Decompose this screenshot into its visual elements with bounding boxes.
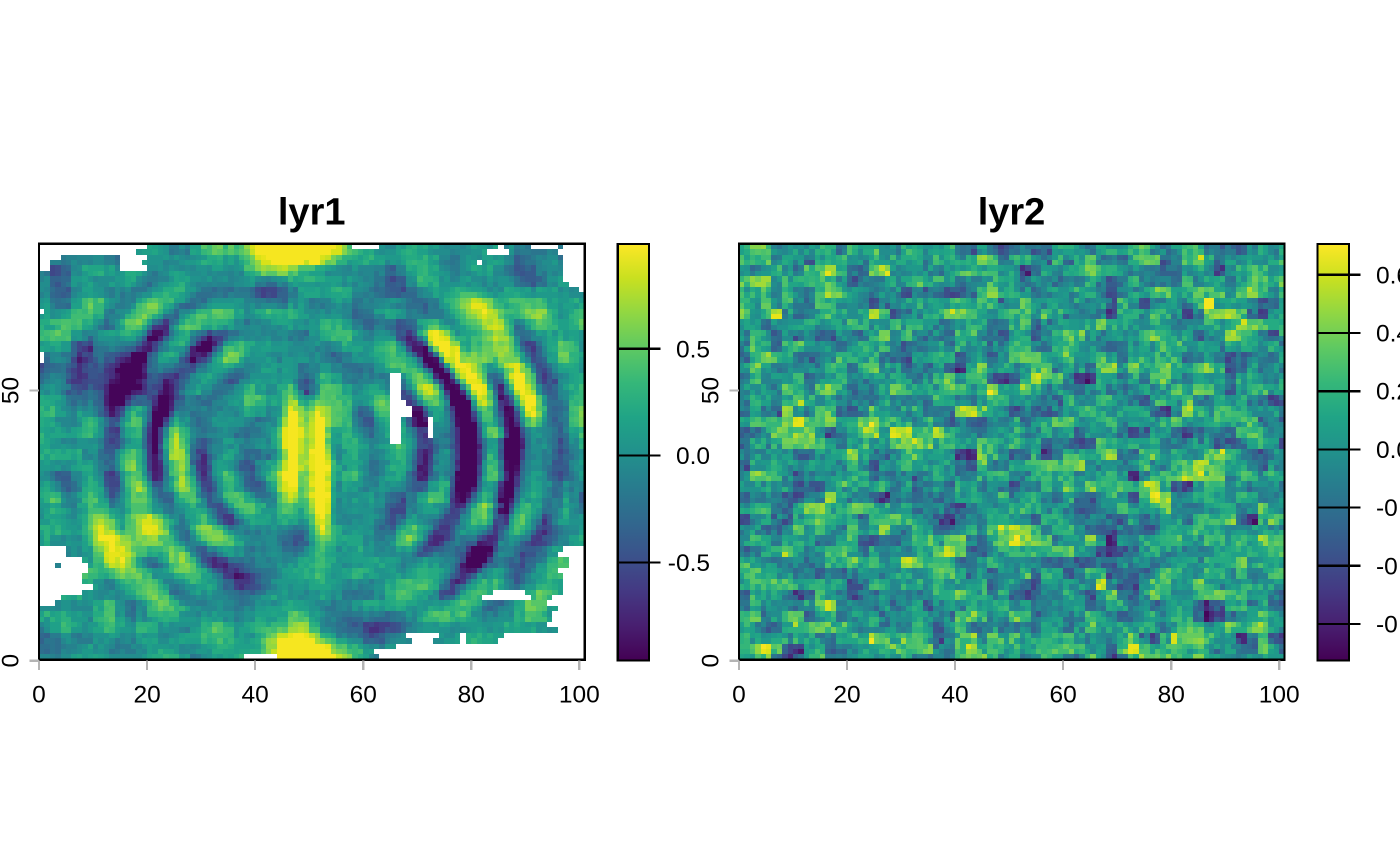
svg-text:40: 40: [941, 682, 968, 709]
svg-text:0.2: 0.2: [1376, 379, 1400, 406]
svg-text:0.5: 0.5: [676, 336, 710, 363]
svg-text:-0.6: -0.6: [1376, 612, 1400, 639]
svg-text:0: 0: [732, 682, 746, 709]
svg-text:0.0: 0.0: [1376, 437, 1400, 464]
svg-text:-0.2: -0.2: [1376, 495, 1400, 522]
svg-text:60: 60: [350, 682, 377, 709]
svg-text:20: 20: [833, 682, 860, 709]
svg-text:lyr1: lyr1: [278, 192, 346, 234]
svg-text:0.4: 0.4: [1376, 321, 1400, 348]
svg-text:50: 50: [0, 377, 25, 404]
svg-text:-0.4: -0.4: [1376, 553, 1400, 580]
svg-text:80: 80: [1158, 682, 1185, 709]
svg-text:80: 80: [458, 682, 485, 709]
svg-text:-0.5: -0.5: [668, 550, 710, 577]
svg-text:100: 100: [1259, 682, 1300, 709]
svg-text:0.6: 0.6: [1376, 262, 1400, 289]
svg-text:60: 60: [1049, 682, 1076, 709]
svg-text:50: 50: [697, 377, 724, 404]
svg-text:100: 100: [559, 682, 600, 709]
svg-text:0: 0: [0, 654, 25, 668]
svg-text:40: 40: [241, 682, 268, 709]
svg-text:20: 20: [133, 682, 160, 709]
svg-text:0.0: 0.0: [676, 443, 710, 470]
svg-text:lyr2: lyr2: [978, 192, 1046, 234]
svg-text:0: 0: [32, 682, 46, 709]
svg-text:0: 0: [697, 654, 724, 668]
